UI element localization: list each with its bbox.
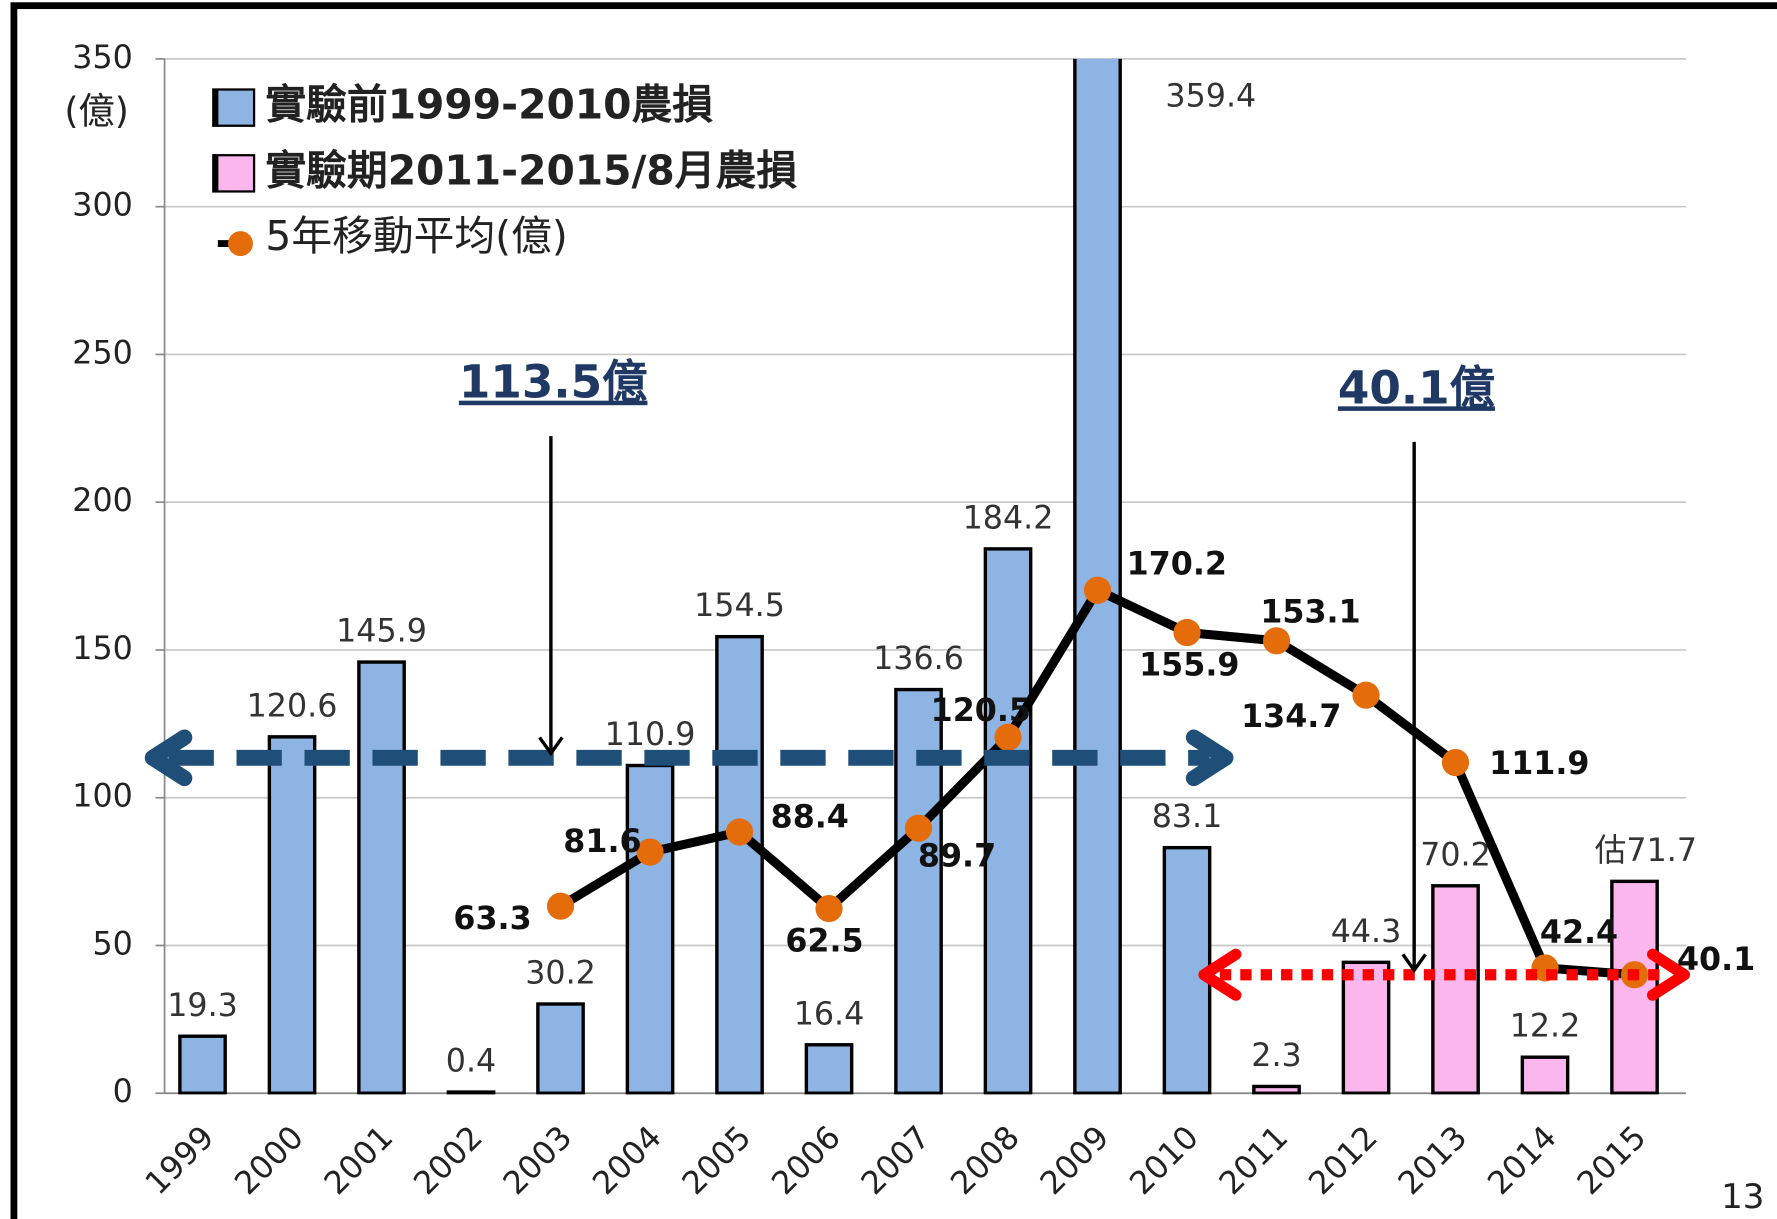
x-tick-label: 2006 — [765, 1119, 848, 1202]
line-label: 42.4 — [1540, 915, 1618, 951]
y-tick-label: 200 — [72, 483, 133, 519]
arrow-head — [1198, 948, 1242, 1001]
line-label: 111.9 — [1489, 746, 1589, 782]
line-label: 89.7 — [918, 839, 996, 875]
y-tick-label: 300 — [72, 188, 133, 224]
y-tick-label: 100 — [72, 779, 133, 815]
bar — [178, 1034, 227, 1095]
data-label: 120.6 — [247, 688, 338, 724]
x-tick-label: 2012 — [1302, 1119, 1385, 1202]
data-label: 0.4 — [446, 1044, 496, 1080]
line-marker — [1441, 748, 1470, 777]
data-label: 359.4 — [1165, 78, 1256, 114]
bar — [536, 1002, 585, 1095]
line-marker — [636, 838, 664, 866]
data-label: 16.4 — [794, 996, 865, 1032]
line-label: 40.1 — [1677, 942, 1755, 978]
line-label: 88.4 — [771, 799, 849, 835]
bar — [1073, 58, 1122, 1095]
line-marker — [1262, 627, 1291, 655]
x-tick-label: 2014 — [1481, 1119, 1564, 1202]
annotation: 113.5億 — [459, 356, 648, 409]
line-label: 153.1 — [1260, 595, 1360, 631]
x-tick-label: 2005 — [676, 1119, 759, 1202]
legend-label: 5年移動平均(億) — [265, 212, 567, 260]
x-tick-label: 2009 — [1034, 1119, 1117, 1202]
y-axis-label: (億) — [64, 89, 129, 132]
bar — [446, 1090, 496, 1095]
y-tick-label: 350 — [72, 40, 133, 76]
bar — [267, 735, 317, 1095]
bar — [715, 634, 764, 1095]
arrow-head — [1646, 948, 1691, 1001]
bar — [1341, 960, 1391, 1095]
bar — [1431, 884, 1480, 1095]
line-label: 155.9 — [1139, 648, 1239, 684]
data-label: 估71.7 — [1595, 833, 1697, 869]
line-marker — [994, 723, 1022, 751]
line-label: 170.2 — [1127, 546, 1227, 582]
data-label: 145.9 — [336, 614, 427, 650]
legend-marker — [228, 231, 253, 257]
annotation-arrow-head — [1401, 953, 1427, 974]
y-tick-label: 250 — [72, 335, 133, 371]
y-tick-label: 50 — [92, 926, 132, 962]
data-label: 154.5 — [694, 588, 785, 624]
line-label: 63.3 — [453, 901, 531, 937]
line-marker — [725, 818, 754, 846]
bar — [983, 547, 1033, 1095]
y-tick-label: 150 — [72, 631, 133, 667]
x-tick-label: 2011 — [1213, 1119, 1296, 1202]
data-label: 2.3 — [1251, 1038, 1301, 1074]
x-tick-label: 2010 — [1123, 1119, 1206, 1202]
line-label: 134.7 — [1241, 699, 1341, 735]
legend-label: 實驗前1999-2010農損 — [265, 81, 713, 129]
page-number: 13 — [1721, 1177, 1764, 1217]
line-marker — [904, 814, 933, 842]
arrow-head — [1185, 729, 1234, 787]
data-label: 30.2 — [525, 956, 596, 992]
y-tick-label: 0 — [113, 1074, 133, 1110]
x-tick-label: 2003 — [497, 1119, 580, 1202]
line-marker — [546, 892, 575, 920]
legend-label: 實驗期2011-2015/8月農損 — [265, 146, 797, 194]
x-tick-label: 2015 — [1571, 1119, 1654, 1202]
line-label: 81.6 — [563, 824, 641, 860]
bar — [804, 1043, 854, 1095]
bar — [1252, 1084, 1301, 1095]
line-label: 62.5 — [785, 924, 863, 960]
data-label: 19.3 — [167, 988, 238, 1024]
x-tick-label: 2002 — [407, 1119, 490, 1202]
x-tick-label: 2013 — [1392, 1119, 1475, 1202]
data-label: 70.2 — [1420, 837, 1491, 873]
bar — [625, 763, 675, 1095]
frame — [10, 2, 1777, 1219]
x-tick-label: 2001 — [318, 1119, 401, 1202]
annotation: 40.1億 — [1338, 361, 1495, 414]
bar — [1520, 1055, 1570, 1095]
data-label: 83.1 — [1152, 799, 1223, 835]
data-label: 12.2 — [1510, 1009, 1581, 1045]
data-label: 110.9 — [605, 717, 696, 753]
annotation-arrow-head — [538, 736, 564, 757]
bar — [357, 660, 406, 1095]
line-marker — [815, 894, 843, 923]
x-tick-label: 2008 — [944, 1119, 1027, 1202]
legend-swatch — [212, 88, 256, 127]
x-tick-label: 1999 — [139, 1119, 222, 1202]
legend-swatch — [212, 154, 256, 193]
data-label: 184.2 — [963, 500, 1054, 536]
line-label: 120.5 — [931, 693, 1031, 729]
line-marker — [1352, 681, 1380, 709]
line-marker — [1173, 618, 1201, 647]
data-label: 44.3 — [1331, 914, 1402, 950]
bars — [178, 58, 1659, 1095]
line-marker — [1083, 576, 1112, 604]
x-tick-label: 2000 — [228, 1119, 311, 1202]
data-label: 136.6 — [873, 641, 964, 677]
x-tick-label: 2007 — [855, 1119, 938, 1202]
arrow-head — [144, 729, 193, 787]
x-tick-label: 2004 — [586, 1119, 669, 1202]
